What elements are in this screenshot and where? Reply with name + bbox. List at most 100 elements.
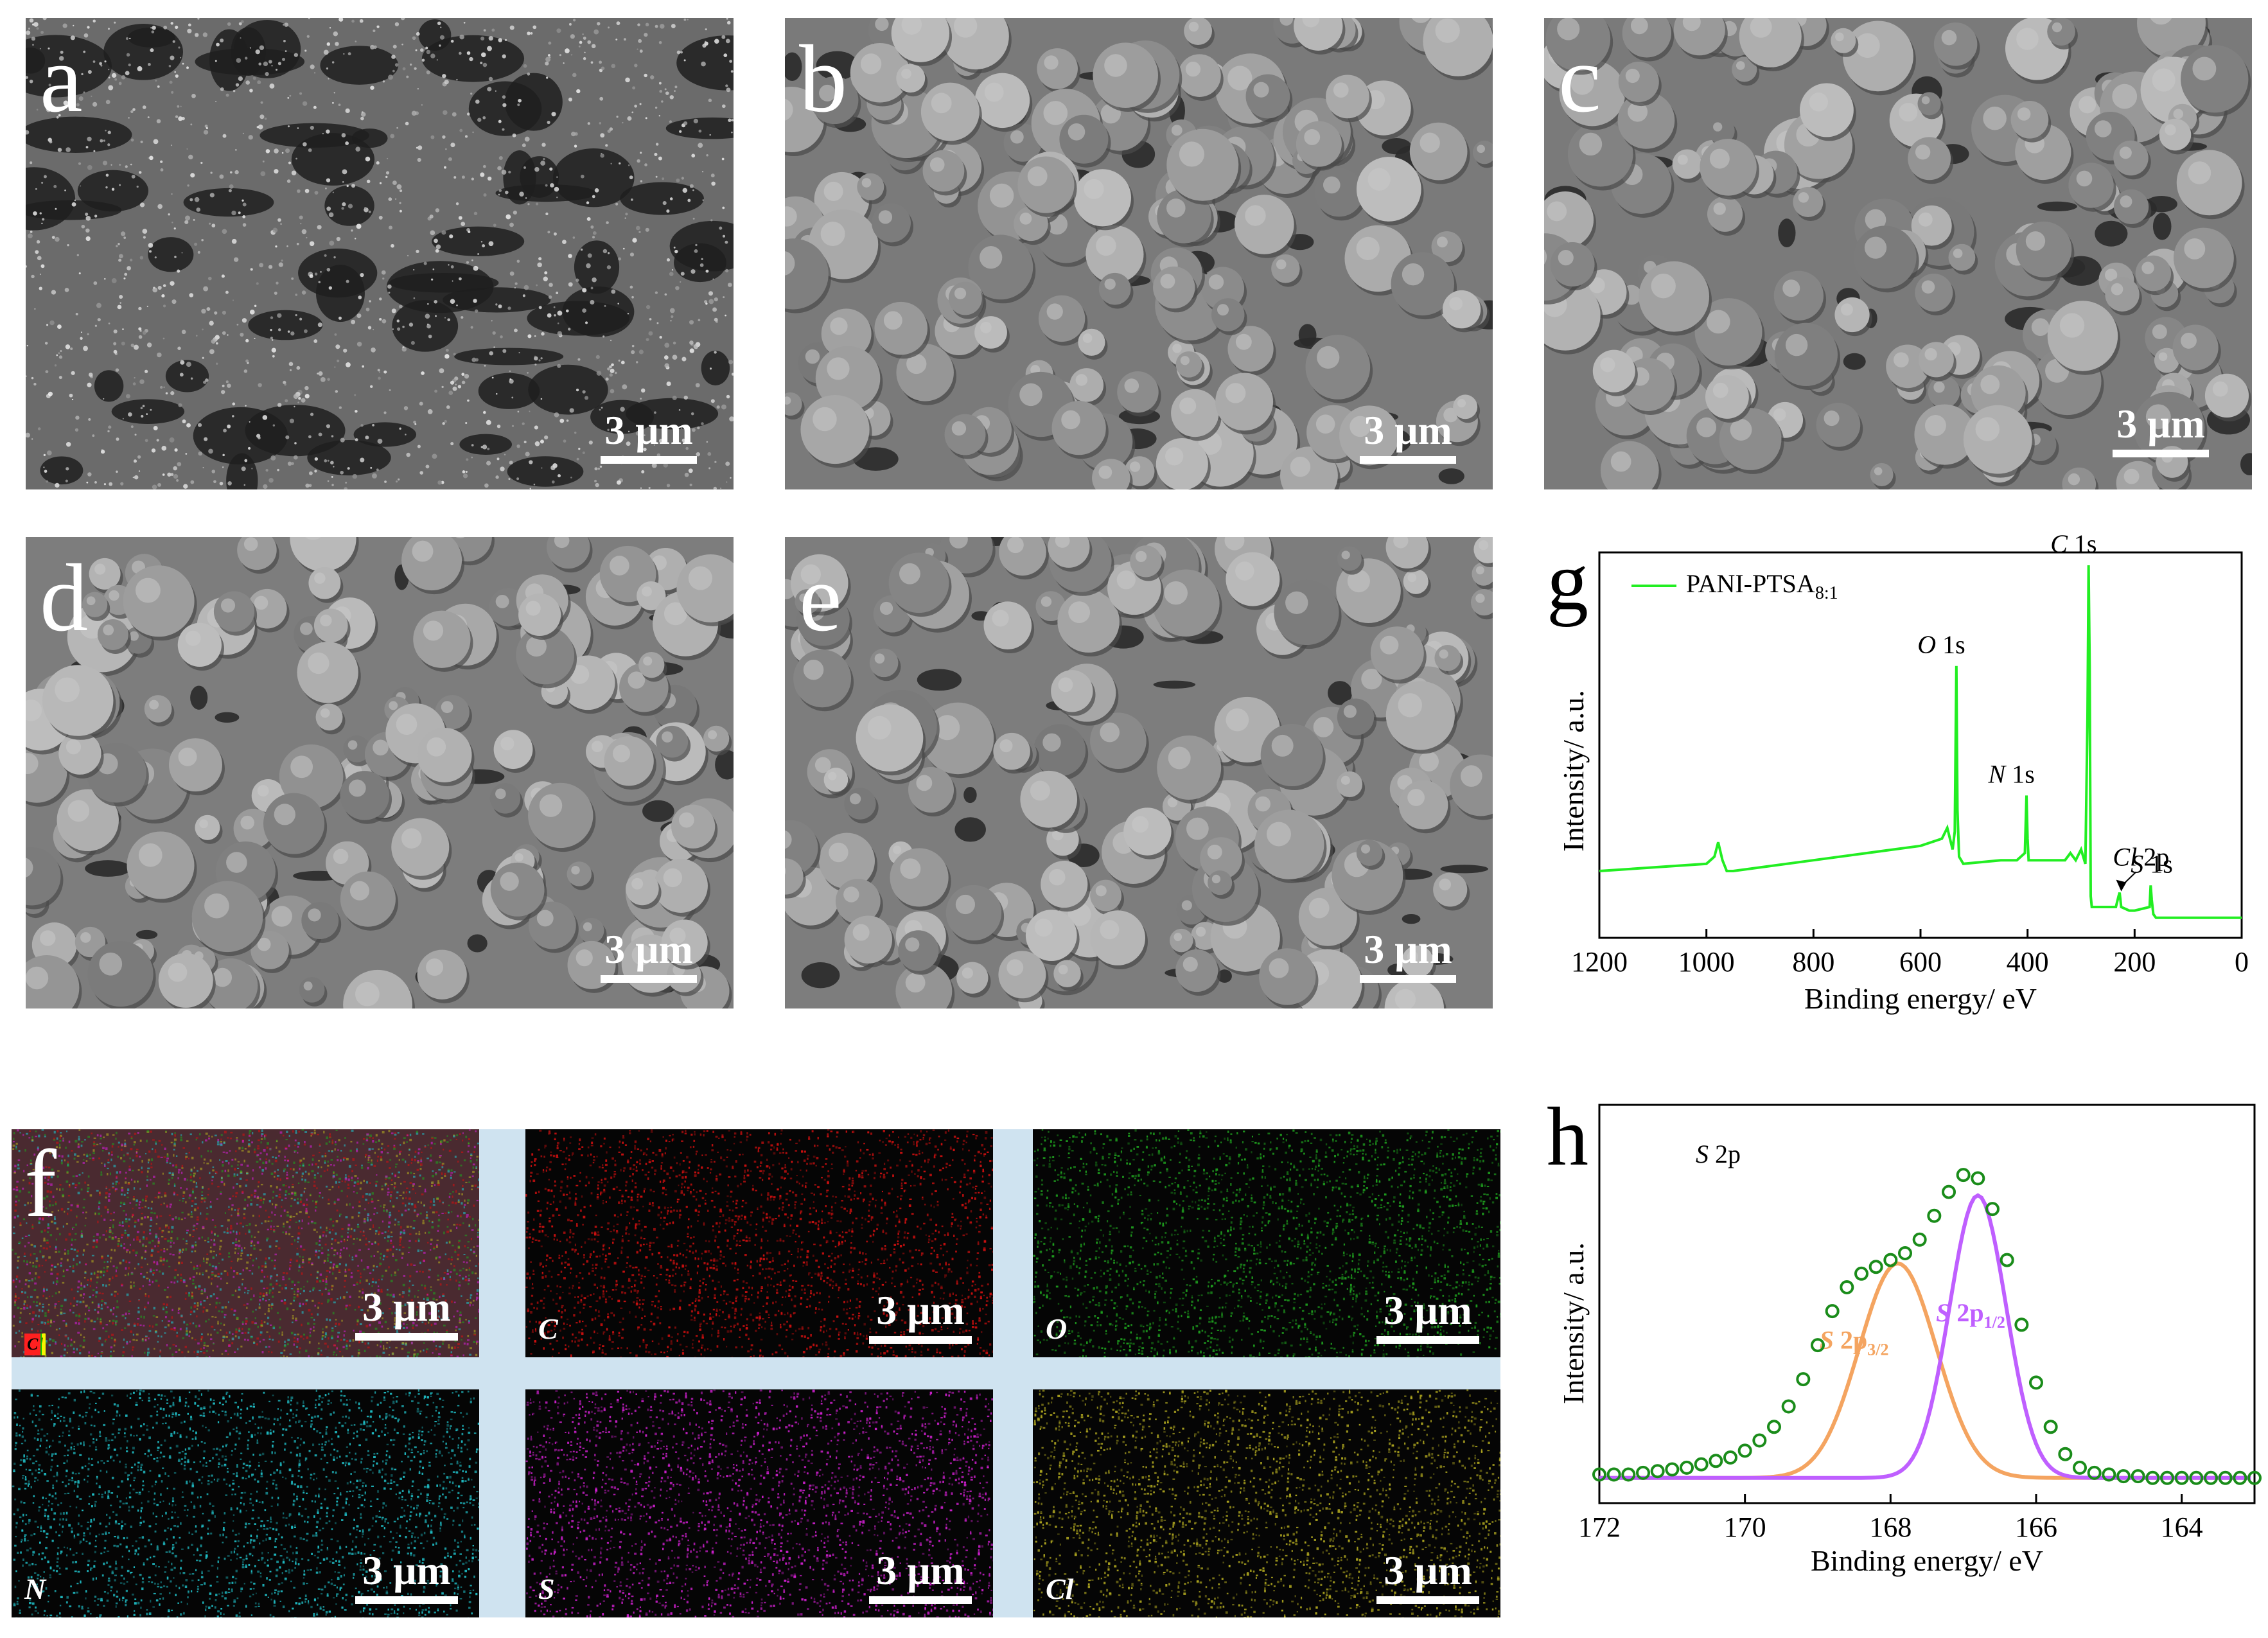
- eds-map-scale-line: [869, 1596, 972, 1604]
- eds-map-element-label: N: [24, 1572, 46, 1605]
- chart-h-data-point: [1781, 1399, 1796, 1414]
- chart-g-arrowhead: [2116, 879, 2127, 892]
- eds-map-cl: Cl 3 μm: [1033, 1389, 1500, 1617]
- eds-panel-f: f ClSNOC 3 μm C 3 μm O 3 μm N 3 μm S 3 μm Cl 3 μm: [12, 1129, 1500, 1617]
- chart-h-data-point: [1709, 1454, 1723, 1468]
- eds-map-element-label: Cl: [1046, 1572, 1074, 1605]
- chart-h-data-point: [1956, 1168, 1971, 1183]
- chart-h-data-point: [2145, 1470, 2160, 1485]
- panel-label-e: e: [799, 545, 842, 651]
- chart-h-data-point: [2189, 1470, 2204, 1485]
- eds-map-scale-bar: 3 μm: [355, 1550, 458, 1604]
- chart-g-annotation: N 1s: [1988, 759, 2035, 788]
- chart-g-tick-label: 1000: [1678, 946, 1735, 978]
- eds-map-texture: [525, 1389, 993, 1617]
- chart-h-data-point: [1680, 1460, 1694, 1475]
- panel-label-a: a: [40, 26, 83, 132]
- chart-h-label: S 2p: [1696, 1140, 1741, 1168]
- sem-texture-d: [26, 537, 734, 1008]
- chart-g-frame: [1598, 551, 2243, 939]
- chart-h-tick-label: 172: [1578, 1511, 1621, 1543]
- chart-h-data-point: [2218, 1470, 2233, 1485]
- chart-g-legend-label: PANI-PTSA8:1: [1686, 569, 1838, 603]
- chart-h-data-point: [1912, 1232, 1927, 1247]
- chart-h-data-point: [1796, 1372, 1811, 1387]
- sem-panel-b: b 3 μm: [785, 18, 1493, 489]
- eds-map-element-label: O: [1046, 1312, 1068, 1345]
- chart-h-ylabel: Intensity/ a.u.: [1557, 1242, 1590, 1404]
- chart-h-frame: [1598, 1104, 2256, 1504]
- chart-h-data-point: [1767, 1420, 1781, 1434]
- chart-h-data-point: [1868, 1260, 1883, 1274]
- chart-h-data-point: [1840, 1280, 1854, 1294]
- scale-bar-e-line: [1360, 975, 1456, 983]
- eds-map-scale-line: [869, 1336, 972, 1344]
- chart-g-svg: 1200 1000 800 600 400 200 0 Binding energy/ eV I…: [1557, 529, 2249, 1015]
- sem-panel-e: e 3 μm: [785, 537, 1493, 1008]
- sem-panel-d: d 3 μm: [26, 537, 734, 1008]
- chart-h-data-point: [2233, 1470, 2247, 1485]
- chart-g-tick-label: 0: [2235, 946, 2249, 978]
- chart-h-svg: 172 170 168 166 164 Binding energy/ eV Intensi…: [1557, 1104, 2262, 1577]
- scale-bar-b: 3 μm: [1360, 410, 1456, 464]
- chart-h-data-point: [2000, 1253, 2014, 1267]
- eds-map-n: N 3 μm: [12, 1389, 479, 1617]
- panel-label-c: c: [1558, 26, 1601, 132]
- chart-g-annotation: O 1s: [1917, 630, 1965, 659]
- eds-map-texture: [1033, 1129, 1500, 1357]
- scale-bar-c-text: 3 μm: [2116, 401, 2205, 446]
- chart-h-tick-label: 170: [1724, 1511, 1766, 1543]
- chart-h-data-point: [2116, 1469, 2131, 1484]
- eds-map-scale-bar: 3 μm: [869, 1290, 972, 1344]
- eds-map-o: O 3 μm: [1033, 1129, 1500, 1357]
- chart-h-data-point: [1665, 1462, 1680, 1477]
- chart-g-ylabel: Intensity/ a.u.: [1557, 690, 1590, 852]
- eds-map-element-label: S: [538, 1572, 555, 1605]
- chart-h: 172 170 168 166 164 Binding energy/ eV Intensi…: [1529, 1092, 2268, 1599]
- sem-texture-a: [26, 18, 734, 489]
- sem-texture-e: [785, 537, 1493, 1008]
- chart-h-data-point: [1636, 1465, 1650, 1480]
- chart-h-data-point: [1723, 1450, 1737, 1465]
- panel-label-d: d: [40, 545, 88, 651]
- chart-h-data-point: [1694, 1457, 1709, 1472]
- scale-bar-f-overlay: 3 μm: [355, 1287, 458, 1341]
- chart-h-tick-label: 168: [1869, 1511, 1912, 1543]
- chart-h-data-point: [1971, 1171, 1985, 1186]
- chart-h-data-point: [2029, 1375, 2043, 1390]
- chart-h-data-point: [1650, 1464, 1665, 1479]
- chart-h-data-point: [2087, 1465, 2102, 1480]
- scale-bar-f-overlay-text: 3 μm: [362, 1284, 451, 1330]
- eds-legend-item: C: [24, 1334, 41, 1355]
- eds-map-texture: [525, 1129, 993, 1357]
- scale-bar-b-line: [1360, 456, 1456, 464]
- chart-h-data-point: [2058, 1447, 2073, 1461]
- eds-map-element-label: C: [538, 1312, 558, 1345]
- chart-h-data-point: [2174, 1470, 2189, 1485]
- eds-map-texture: [12, 1389, 479, 1617]
- scale-bar-a: 3 μm: [601, 410, 697, 464]
- scale-bar-e-text: 3 μm: [1364, 926, 1452, 972]
- chart-h-tick-label: 166: [2015, 1511, 2057, 1543]
- panel-label-h: h: [1547, 1091, 1588, 1183]
- scale-bar-a-text: 3 μm: [604, 407, 693, 453]
- chart-h-fit-label: S 2p3/2: [1820, 1325, 1889, 1359]
- chart-h-data-point: [1927, 1208, 1942, 1223]
- chart-h-data-point: [1854, 1266, 1868, 1281]
- chart-h-data-point: [1985, 1202, 2000, 1217]
- scale-bar-d: 3 μm: [601, 929, 697, 983]
- chart-g-tick-label: 400: [2007, 946, 2049, 978]
- eds-map-scale-text: 3 μm: [362, 1547, 451, 1593]
- eds-map-c: C 3 μm: [525, 1129, 993, 1357]
- eds-map-scale-text: 3 μm: [1384, 1287, 1472, 1333]
- chart-h-data-point: [1737, 1443, 1752, 1458]
- chart-h-data-point: [1621, 1467, 1636, 1482]
- chart-h-fit-label: S 2p1/2: [1936, 1298, 2005, 1332]
- eds-map-texture: [1033, 1389, 1500, 1617]
- panel-label-f: f: [24, 1131, 57, 1237]
- scale-bar-e: 3 μm: [1360, 929, 1456, 983]
- eds-map-scale-bar: 3 μm: [1376, 1290, 1479, 1344]
- chart-h-xlabel: Binding energy/ eV: [1811, 1544, 2043, 1577]
- chart-h-data-point: [2247, 1470, 2262, 1485]
- eds-map-scale-text: 3 μm: [876, 1547, 965, 1593]
